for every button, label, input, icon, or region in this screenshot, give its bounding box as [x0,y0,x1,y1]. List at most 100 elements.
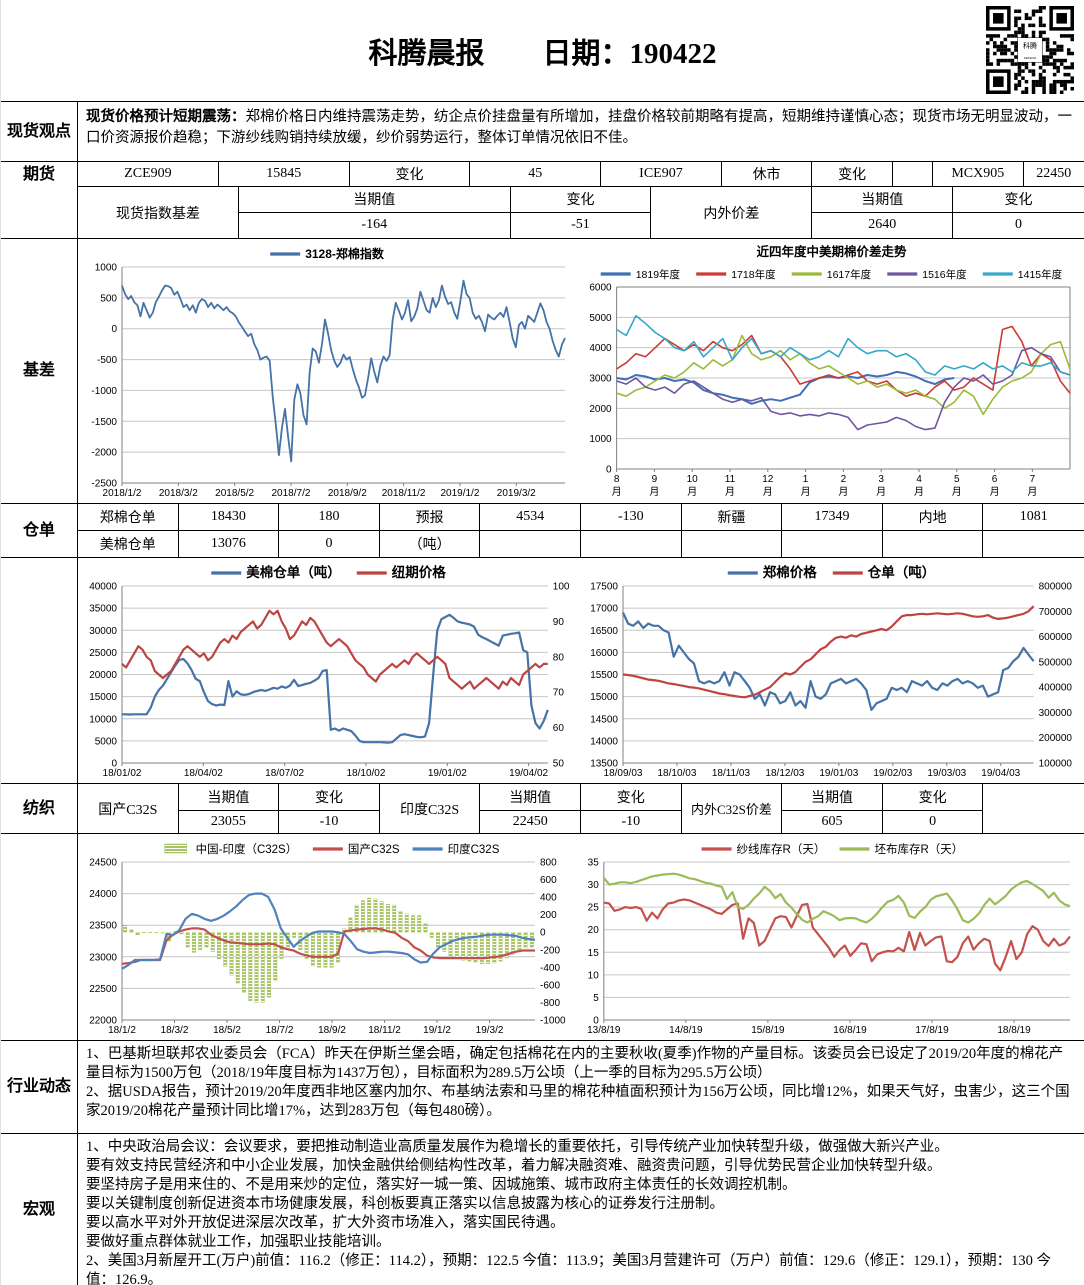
spot-basis-current: -164 [239,212,511,238]
svg-text:15500: 15500 [590,670,618,681]
section-spot-view: 现货观点 现货价格预计短期震荡：郑棉价格日内维持震荡走势，纺企点价挂盘量有所增加… [1,101,1084,161]
india-c32s-value: 22450 [480,811,581,833]
svg-text:5: 5 [593,993,599,1004]
industry-paragraph: 1、巴基斯坦联邦农业委员会（FCA）昨天在伊斯兰堡会晤，确定包括棉花在内的主要秋… [86,1046,1064,1081]
svg-text:13500: 13500 [590,759,618,770]
inventory-days-chart: 纱线库存R（天） 坯布库存R（天） 0 5 10 15 20 25 30 35 13/8/19 14/… [579,834,1084,1040]
svg-text:18/11/03: 18/11/03 [712,768,751,779]
report-header: 科腾晨报 日期：190422 科腾 KETENG [1,0,1084,101]
us-receipt-value: 13076 [179,531,280,557]
industry-text: 1、巴基斯坦联邦农业委员会（FCA）昨天在伊斯兰堡会晤，确定包括棉花在内的主要秋… [78,1041,1084,1133]
svg-text:10: 10 [687,474,699,485]
svg-text:2019/3/2: 2019/3/2 [497,488,536,499]
domestic-c32s-value: 23055 [179,811,280,833]
svg-text:-400: -400 [540,963,560,974]
cn-us-spread-chart: 近四年度中美期棉价差走势 1819年度 1718年度 1617年度 1516年度 1415… [579,239,1084,503]
svg-text:1415年度: 1415年度 [1018,268,1063,281]
svg-text:10000: 10000 [89,714,117,725]
svg-text:月: 月 [914,486,924,498]
futures-price: 22450 [1036,166,1072,181]
svg-text:25000: 25000 [89,648,117,659]
svg-text:35000: 35000 [89,604,117,615]
svg-text:9: 9 [652,474,658,485]
svg-text:18/10/03: 18/10/03 [657,768,696,779]
c32s-compare-chart: 中国-印度（C32S） 国产C32S 印度C32S 22000 22500 23000 23… [78,834,579,1040]
qr-code: 科腾 KETENG [986,6,1074,94]
svg-text:2018/7/2: 2018/7/2 [272,488,311,499]
svg-text:1000: 1000 [589,434,612,445]
svg-text:600000: 600000 [1039,632,1073,643]
svg-text:月: 月 [1027,486,1037,498]
header-current: 当期值 [782,784,883,811]
macro-paragraph: 要做好重点群体就业工作，加强职业技能培训。 [86,1234,391,1250]
futures-quote-row: ZCE909 15845 变化 45 ICE907 休市 变化 MCX905 2… [78,162,1084,187]
empty-cell [983,531,1084,557]
svg-text:18/09/03: 18/09/03 [604,768,643,779]
svg-text:月: 月 [687,486,697,498]
svg-text:19/1/2: 19/1/2 [423,1025,451,1036]
section-label-macro: 宏观 [1,1134,78,1285]
svg-text:16500: 16500 [590,626,618,637]
spot-view-lead: 现货价格预计短期震荡： [86,109,246,125]
section-warehouse: 仓单 郑棉仓单 18430 180 预报 4534 -130 新疆 17349 … [1,503,1084,557]
svg-text:月: 月 [801,486,811,498]
section-label-industry: 行业动态 [1,1041,78,1133]
futures-contract: ZCE909 [78,162,219,186]
svg-text:600: 600 [540,875,557,886]
section-label-textile: 纺织 [1,784,78,833]
svg-text:23500: 23500 [89,921,117,932]
report-title: 科腾晨报 [368,37,485,70]
macro-text: 1、中央政治局会议：会议要求，要把推动制造业高质量发展作为稳增长的重要依托，引导… [78,1134,1084,1285]
svg-text:1819年度: 1819年度 [636,268,681,281]
header-change: 变化 [279,784,380,811]
svg-text:18/8/19: 18/8/19 [997,1025,1031,1036]
svg-text:纱线库存R（天）: 纱线库存R（天） [737,842,826,856]
inout-header-change: 变化 [953,187,1084,213]
svg-text:30000: 30000 [89,626,117,637]
section-textile: 纺织 国产C32S 当期值 变化 印度C32S 当期值 变化 内外C32S价差 … [1,783,1084,833]
svg-text:50: 50 [553,759,565,770]
macro-paragraph: 要坚持房子是用来住的、不是用来炒的定位，落实好一城一策、因城施策、城市政府主体责… [86,1177,797,1193]
macro-paragraph: 要有效支持民营经济和中小企业发展，加快金融供给侧结构性改革，着力解决融资难、融资… [86,1158,942,1174]
spot-view-body: 郑棉价格日内维持震荡走势，纺企点价挂盘量有所增加，挂盘价格较前期略有提高，短期维… [86,109,1072,147]
futures-change-value: 45 [470,162,602,186]
macro-paragraph: 2、美国3月新屋开工(万户)前值：116.2（修正：114.2），预期：122.… [86,1253,1052,1285]
svg-text:16000: 16000 [590,648,618,659]
svg-text:18/5/2: 18/5/2 [213,1025,241,1036]
empty-cell [883,531,984,557]
svg-text:美棉仓单（吨）: 美棉仓单（吨） [246,564,341,580]
svg-text:80: 80 [553,652,565,663]
svg-text:10: 10 [588,970,600,981]
svg-text:2018/1/2: 2018/1/2 [103,488,142,499]
section-macro: 宏观 1、中央政治局会议：会议要求，要把推动制造业高质量发展作为稳增长的重要依托… [1,1133,1084,1285]
svg-text:20: 20 [588,925,600,936]
svg-text:4000: 4000 [589,343,612,354]
svg-text:近四年度中美期棉价差走势: 近四年度中美期棉价差走势 [756,244,907,259]
svg-text:2018/5/2: 2018/5/2 [215,488,254,499]
svg-text:-2000: -2000 [91,448,117,459]
svg-text:5: 5 [954,474,960,485]
empty-label-cell [1,558,78,783]
svg-text:15/8/19: 15/8/19 [751,1025,785,1036]
svg-text:500000: 500000 [1039,657,1073,668]
svg-text:2018/11/2: 2018/11/2 [382,488,426,499]
svg-text:18/12/03: 18/12/03 [765,768,804,779]
svg-text:8: 8 [614,474,620,485]
svg-text:纽期价格: 纽期价格 [392,564,446,580]
svg-text:18/11/2: 18/11/2 [368,1025,401,1036]
xinjiang-value: 17349 [782,504,883,531]
svg-text:18/9/2: 18/9/2 [318,1025,346,1036]
svg-text:18/01/02: 18/01/02 [103,768,142,779]
header-change: 变化 [580,784,682,811]
svg-text:24500: 24500 [89,858,117,869]
zc-receipt-change: 180 [279,504,380,531]
svg-text:仓单（吨）: 仓单（吨） [867,564,936,580]
domestic-c32s-label: 国产C32S [78,784,179,833]
svg-text:15000: 15000 [89,692,117,703]
svg-text:18/1/2: 18/1/2 [108,1025,136,1036]
spot-view-text: 现货价格预计短期震荡：郑棉价格日内维持震荡走势，纺企点价挂盘量有所增加，挂盘价格… [78,102,1084,161]
svg-text:1718年度: 1718年度 [731,268,776,281]
svg-text:-600: -600 [540,980,560,991]
svg-text:800000: 800000 [1039,582,1073,593]
